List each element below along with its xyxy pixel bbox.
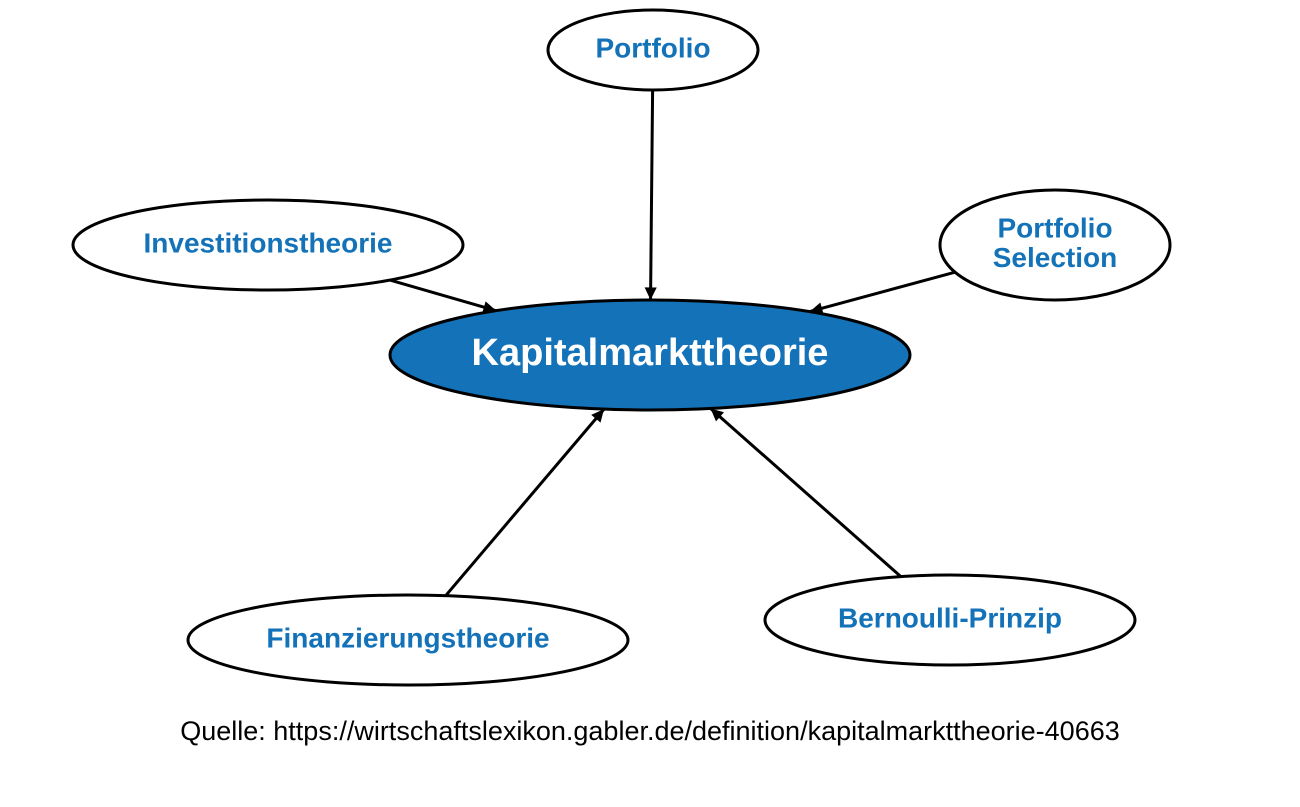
node-portfolio_selection: PortfolioSelection — [940, 190, 1170, 300]
node-label-portfolio: Portfolio — [595, 32, 710, 63]
node-label-finanzierungstheorie: Finanzierungstheorie — [266, 622, 549, 653]
node-label-portfolio_selection-line0: Portfolio — [997, 213, 1112, 244]
source-caption: Quelle: https://wirtschaftslexikon.gable… — [180, 716, 1120, 746]
node-label-portfolio_selection-line1: Selection — [993, 242, 1117, 273]
edge-bernoulli-to-center — [711, 408, 901, 576]
node-bernoulli: Bernoulli-Prinzip — [765, 575, 1135, 665]
edge-finanzierungstheorie-to-center — [446, 409, 604, 596]
edge-portfolio-to-center — [651, 90, 653, 300]
node-investitionstheorie: Investitionstheorie — [73, 200, 463, 290]
nodes-layer: Kapitalmarkttheorie Portfolio Investitions… — [73, 10, 1170, 685]
node-label-bernoulli: Bernoulli-Prinzip — [838, 602, 1062, 633]
node-portfolio: Portfolio — [548, 10, 758, 90]
node-label-center: Kapitalmarkttheorie — [472, 332, 829, 374]
node-center: Kapitalmarkttheorie — [390, 300, 910, 410]
node-label-investitionstheorie: Investitionstheorie — [144, 227, 393, 258]
edge-portfolio_selection-to-center — [810, 272, 955, 311]
arrowhead-icon — [645, 287, 657, 300]
edge-investitionstheorie-to-center — [390, 280, 496, 311]
node-finanzierungstheorie: Finanzierungstheorie — [188, 595, 628, 685]
concept-diagram: Kapitalmarkttheorie Portfolio Investitions… — [0, 0, 1300, 807]
